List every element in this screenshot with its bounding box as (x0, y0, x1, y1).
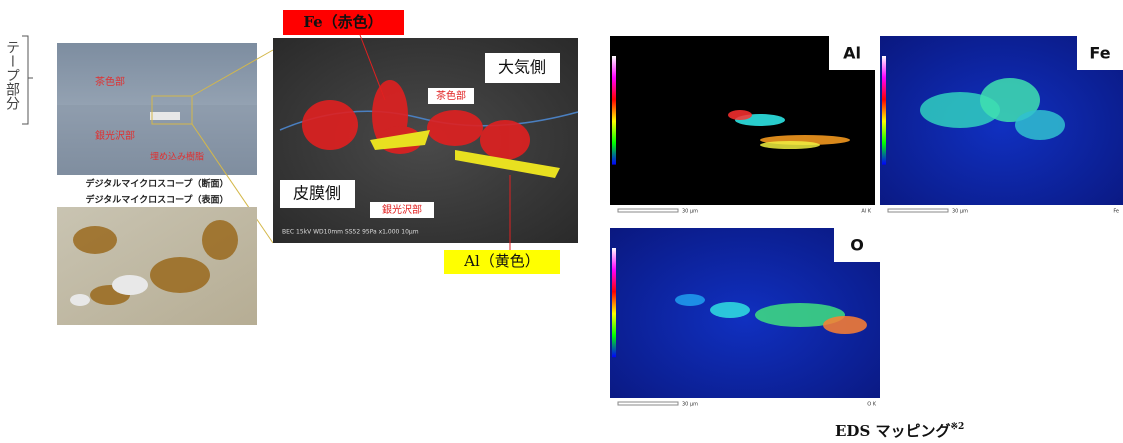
color-bar (612, 56, 616, 165)
sem-label: 茶色部 (436, 89, 466, 102)
fe-label: Fe（赤色） (303, 13, 382, 31)
al-label: Al（黄色） (463, 252, 540, 270)
corner-label: O K (867, 402, 877, 408)
scale-strip (610, 205, 875, 217)
photo-label: 茶色部 (95, 75, 125, 88)
corner-label: Al K (861, 209, 871, 215)
scale-strip (880, 205, 1123, 217)
color-bar (612, 248, 616, 357)
photo-label: 銀光沢部 (95, 129, 135, 142)
element-label: Al (843, 44, 861, 63)
scale-strip (610, 398, 880, 410)
bracket (22, 36, 33, 124)
air-side: 大気側 (498, 58, 546, 77)
photo-label: 埋め込み樹脂 (150, 151, 204, 163)
element-signal (823, 316, 867, 334)
scale-label: 30 μm (952, 209, 968, 215)
sem-label: 銀光沢部 (382, 203, 422, 216)
scale-label: 30 μm (682, 402, 698, 408)
element-signal (760, 141, 820, 149)
element-signal (728, 110, 752, 120)
element-signal (675, 294, 705, 306)
element-signal (710, 302, 750, 318)
film-side: 皮膜側 (293, 184, 341, 203)
eds-caption: EDS マッピング※2 (835, 422, 964, 441)
caption: デジタルマイクロスコープ（断面） (85, 178, 228, 190)
corner-label: Fe (1113, 209, 1119, 215)
caption: デジタルマイクロスコープ（表面） (85, 194, 228, 206)
element-signal (1015, 110, 1065, 140)
color-bar (882, 56, 886, 165)
sem-info: BEC 15kV WD10mm SS52 95Pa x1,000 10μm (282, 229, 419, 236)
scale-label: 30 μm (682, 209, 698, 215)
silver-spot (150, 112, 180, 120)
element-label: O (850, 236, 864, 255)
figure: テープ部分 茶色部 銀光沢部 埋め込み樹脂 デジタルマイクロスコープ（断面） デ… (0, 0, 1123, 443)
bracket-label: テープ部分 (4, 40, 20, 111)
element-label: Fe (1089, 44, 1110, 63)
